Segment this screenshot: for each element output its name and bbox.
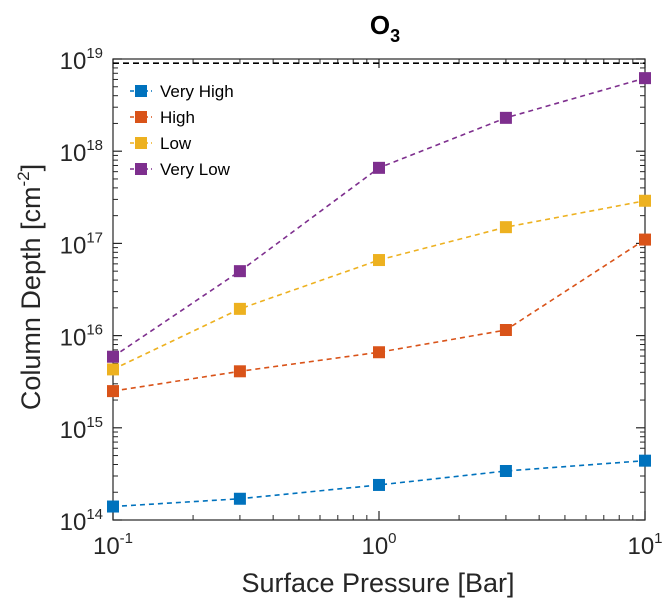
y-tick-base: 10 (60, 48, 87, 75)
series-line-1 (112, 459, 646, 508)
y-tick-exponent: 16 (86, 322, 103, 339)
x-tick-exponent: 0 (388, 530, 396, 547)
x-tick-label: 100 (361, 530, 396, 560)
legend-label: Low (160, 134, 192, 153)
series-2-point (639, 233, 651, 246)
series-line-2 (112, 238, 646, 392)
series-4-point (639, 72, 651, 85)
legend-marker (135, 163, 147, 175)
series-2-point (233, 365, 246, 378)
series-1-point (373, 478, 385, 491)
legend-label: Very Low (160, 160, 231, 179)
legend-marker (135, 111, 147, 123)
chart-title-subscript: 3 (390, 26, 400, 46)
x-tick-base: 10 (361, 533, 388, 560)
series-1-point (107, 500, 119, 513)
x-tick-base: 10 (93, 533, 120, 560)
series-3-point (233, 302, 246, 315)
legend-label: High (160, 108, 195, 127)
legend-marker (135, 137, 147, 149)
y-tick-exponent: 15 (86, 414, 103, 431)
series-line-3 (112, 199, 646, 371)
legend-label: Very High (160, 82, 234, 101)
legend-marker (135, 85, 147, 97)
series-4-point (233, 265, 246, 278)
y-axis-label: Column Depth [cm-2] (14, 164, 46, 410)
series-4-point (107, 350, 119, 363)
y-tick-label: 1014 (60, 506, 103, 536)
y-tick-label: 1016 (60, 322, 103, 352)
series-1-point (233, 492, 246, 505)
y-tick-exponent: 17 (86, 229, 103, 246)
series-2-point (373, 346, 385, 359)
y-tick-label: 1015 (60, 414, 103, 444)
y-axis-label-close: ] (16, 164, 46, 172)
y-tick-exponent: 18 (86, 137, 103, 154)
y-tick-label: 1017 (60, 229, 103, 259)
series-3-point (499, 221, 512, 234)
series-3-point (639, 194, 651, 207)
x-tick-label: 10-1 (93, 530, 133, 560)
series-4-point (499, 111, 512, 124)
y-tick-base: 10 (60, 140, 87, 167)
x-axis-label: Surface Pressure [Bar] (241, 568, 514, 598)
y-axis-label-exponent: -2 (14, 171, 33, 186)
y-tick-base: 10 (60, 325, 87, 352)
y-tick-base: 10 (60, 417, 87, 444)
series-3-point (373, 254, 385, 267)
x-tick-exponent: 1 (654, 530, 662, 547)
x-tick-label: 101 (627, 530, 662, 560)
y-tick-base: 10 (60, 509, 87, 536)
y-tick-base: 10 (60, 232, 87, 259)
series-1-point (499, 464, 512, 477)
y-tick-label: 1018 (60, 137, 103, 167)
series-2-point (107, 385, 119, 398)
x-tick-base: 10 (627, 533, 654, 560)
y-axis-label-main: Column Depth [cm (16, 187, 46, 411)
series-4-point (373, 161, 385, 174)
chart-title-main: O (370, 10, 390, 40)
x-tick-exponent: -1 (120, 530, 133, 547)
y-tick-label: 1019 (60, 45, 103, 75)
series-1-point (639, 454, 651, 467)
y-tick-exponent: 14 (86, 506, 103, 523)
series-3-point (107, 363, 119, 376)
y-tick-exponent: 19 (86, 45, 103, 62)
plot-frame (112, 58, 646, 521)
chart-title: O3 (370, 10, 400, 46)
series-2-point (499, 324, 512, 337)
